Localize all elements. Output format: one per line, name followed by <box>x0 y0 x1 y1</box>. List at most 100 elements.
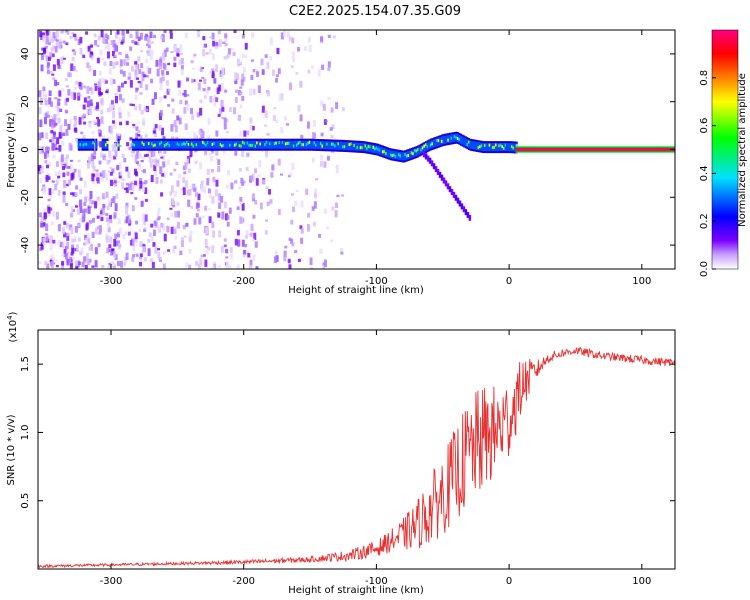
noise-cell <box>50 221 54 226</box>
ridge-cell <box>143 142 146 146</box>
noise-cell <box>184 123 188 131</box>
noise-cell <box>143 220 147 226</box>
noise-cell <box>139 154 143 158</box>
ridge-cell <box>267 140 270 149</box>
noise-cell <box>171 108 175 114</box>
noise-cell <box>131 239 135 247</box>
noise-cell <box>202 186 206 193</box>
noise-cell <box>101 265 105 268</box>
noise-cell <box>83 121 87 125</box>
noise-cell <box>51 73 55 76</box>
noise-cell <box>313 192 317 199</box>
ridge-cell <box>151 142 154 146</box>
ridge-cell <box>198 140 201 149</box>
noise-cell <box>71 49 75 52</box>
noise-cell <box>77 261 81 265</box>
noise-cell <box>59 108 63 113</box>
noise-cell <box>191 184 195 191</box>
noise-cell <box>275 255 279 262</box>
noise-cell <box>103 156 107 161</box>
noise-cell <box>142 168 146 174</box>
noise-cell <box>159 77 163 84</box>
noise-cell <box>40 222 44 228</box>
noise-cell <box>139 257 143 260</box>
noise-cell <box>89 205 93 209</box>
ridge-cell <box>456 137 459 141</box>
noise-cell <box>54 184 58 191</box>
noise-cell <box>208 70 212 74</box>
noise-cell <box>106 107 110 113</box>
ridge-cell <box>221 144 224 148</box>
noise-cell <box>159 82 163 91</box>
noise-cell <box>80 247 84 255</box>
noise-cell <box>142 117 146 122</box>
noise-cell <box>313 201 317 209</box>
ridge-cell <box>222 143 225 147</box>
noise-cell <box>38 90 42 98</box>
noise-cell <box>223 244 227 248</box>
noise-cell <box>105 38 109 44</box>
ridge-cell <box>348 143 351 147</box>
noise-cell <box>151 98 155 105</box>
noise-cell <box>307 212 311 218</box>
noise-cell <box>197 31 201 34</box>
branch-cells <box>422 151 472 221</box>
noise-cell <box>125 202 129 208</box>
noise-cell <box>113 250 117 258</box>
noise-cell <box>206 177 210 186</box>
noise-cell <box>79 36 83 44</box>
noise-cell <box>64 110 68 114</box>
ridge-cell <box>257 140 260 149</box>
noise-cell <box>240 79 244 86</box>
noise-cell <box>241 202 245 211</box>
ridge-cell <box>409 150 412 159</box>
noise-cell <box>137 80 141 84</box>
ridge-cell <box>217 140 220 149</box>
noise-cell <box>90 55 94 61</box>
noise-cell <box>205 227 209 235</box>
noise-cell <box>135 253 139 257</box>
noise-cell <box>149 31 153 38</box>
noise-cell <box>252 69 256 73</box>
noise-cell <box>146 43 150 47</box>
noise-cell <box>283 116 287 121</box>
y-tick-label: -20 <box>20 189 31 205</box>
ridge-cell <box>176 142 179 146</box>
noise-cell <box>207 135 211 139</box>
colorbar-ticks: 0.00.20.40.60.8 <box>699 70 716 277</box>
ridge-cell <box>386 149 389 158</box>
noise-cell <box>89 44 93 48</box>
noise-cell <box>154 169 158 177</box>
noise-cell <box>249 264 253 269</box>
noise-cell <box>68 225 72 231</box>
chart-title: C2E2.2025.154.07.35.G09 <box>289 4 461 19</box>
noise-cell <box>143 257 147 262</box>
noise-cell <box>217 159 221 166</box>
noise-cell <box>123 261 127 267</box>
noise-cell <box>205 89 209 95</box>
noise-cell <box>179 52 183 56</box>
noise-cell <box>289 172 293 176</box>
noise-cell <box>237 116 241 120</box>
x-tick-label: -300 <box>100 576 123 587</box>
noise-cell <box>82 134 86 142</box>
noise-cell <box>76 208 80 215</box>
noise-cell <box>197 263 201 269</box>
noise-cell <box>82 208 86 213</box>
noise-cell <box>191 114 195 121</box>
ridge-cell <box>106 140 109 144</box>
noise-cell <box>117 37 121 44</box>
noise-cell <box>114 203 118 212</box>
ridge-cell <box>273 142 276 146</box>
noise-cell <box>244 234 248 239</box>
noise-cell <box>152 130 156 134</box>
noise-cell <box>131 103 135 107</box>
noise-cell <box>113 43 117 50</box>
noise-cell <box>311 132 315 140</box>
noise-cell <box>57 99 61 106</box>
noise-cell <box>303 46 307 51</box>
noise-cell <box>245 250 249 255</box>
noise-cell <box>119 170 123 176</box>
spectrogram-heatmap <box>38 30 675 269</box>
